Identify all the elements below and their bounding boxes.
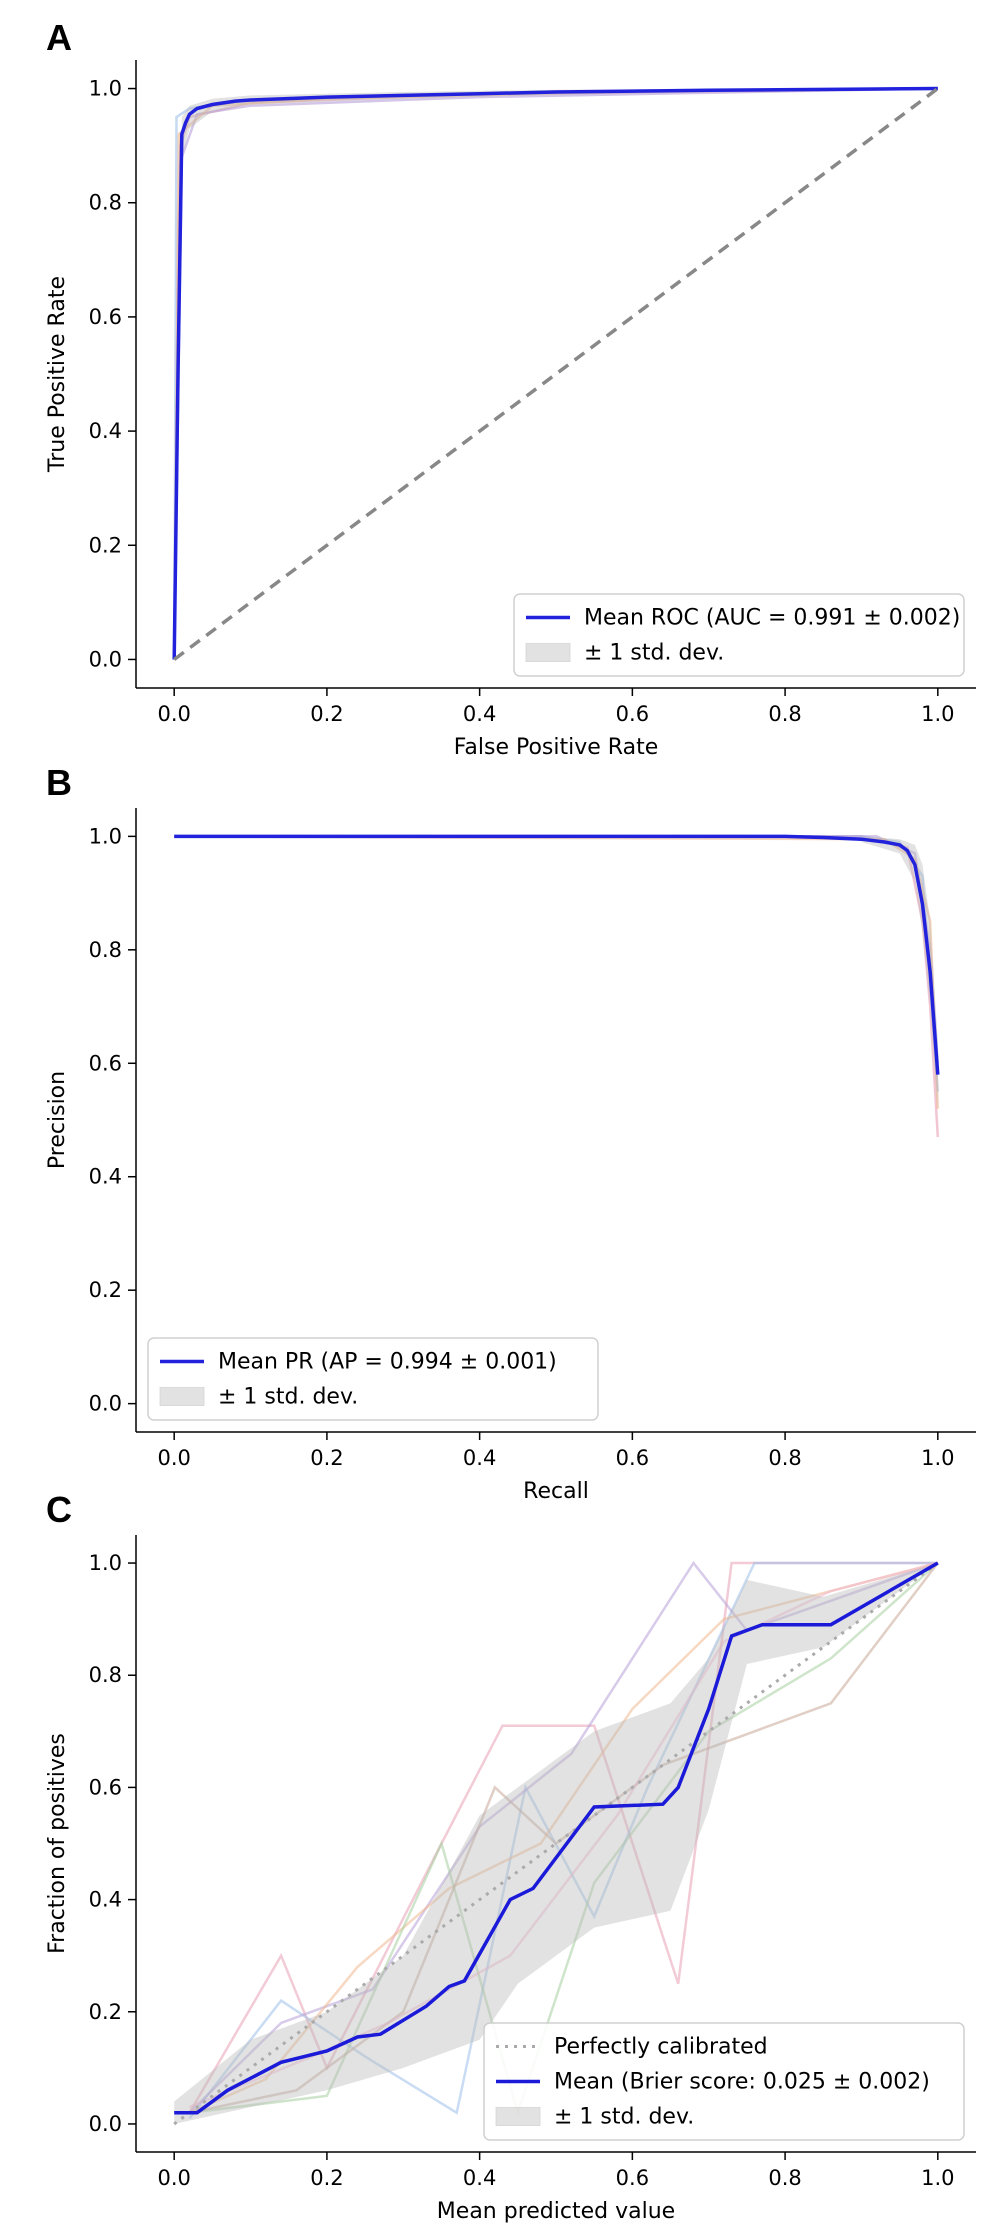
legend-label: Mean ROC (AUC = 0.991 ± 0.002) <box>584 606 960 631</box>
y-tick-label: 0.6 <box>89 305 122 329</box>
fold-calibration-curve <box>188 1560 939 2114</box>
fold-calibration-curve <box>188 1561 939 2114</box>
legend-box <box>483 2022 965 2141</box>
y-tick-label: 0.4 <box>89 419 122 443</box>
fold-calibration-curve <box>189 1562 939 2114</box>
panel-letter: C <box>46 1489 72 1530</box>
x-tick-label: 0.0 <box>157 1446 190 1470</box>
x-tick-label: 0.2 <box>310 702 343 726</box>
y-tick-label: 0.6 <box>89 1051 122 1075</box>
legend-box <box>147 1337 599 1421</box>
legend-label: Mean (Brier score: 0.025 ± 0.002) <box>554 2070 930 2095</box>
fold-calibration-curve <box>188 1561 938 2120</box>
y-tick-label: 1.0 <box>89 77 122 101</box>
fold-pr-curve <box>174 835 940 1092</box>
y-tick-label: 0.8 <box>89 938 122 962</box>
x-tick-label: 0.0 <box>157 2166 190 2190</box>
x-tick-label: 0.6 <box>616 702 649 726</box>
x-tick-label: 0.8 <box>768 702 801 726</box>
chart-panel-0: A 0.0 0.2 0.4 0.6 0.8 1.0 0.0 0.2 0.4 0.6 0.8 1.0 Fal… <box>45 17 976 760</box>
x-tick-label: 0.4 <box>463 702 496 726</box>
y-tick-label: 0.0 <box>89 647 122 671</box>
x-tick-label: 0.8 <box>768 1446 801 1470</box>
x-tick-label: 0.2 <box>310 2166 343 2190</box>
fold-traces <box>174 835 940 1138</box>
x-tick-label: 0.2 <box>310 1446 343 1470</box>
x-tick-label: 0.0 <box>157 702 190 726</box>
panel-letter: B <box>46 762 72 803</box>
legend-label: Perfectly calibrated <box>554 2035 768 2060</box>
legend-label: Mean PR (AP = 0.994 ± 0.001) <box>218 1350 557 1375</box>
y-tick-label: 0.4 <box>89 1888 122 1912</box>
x-tick-label: 1.0 <box>921 2166 954 2190</box>
legend-band-swatch <box>525 643 571 662</box>
legend-band-swatch <box>159 1387 205 1406</box>
y-tick-label: 0.0 <box>89 2112 122 2136</box>
y-tick-label: 0.2 <box>89 2000 122 2024</box>
y-tick-label: 0.0 <box>89 1392 122 1416</box>
fold-pr-curve <box>174 835 940 1064</box>
y-axis-label: True Positive Rate <box>45 276 70 473</box>
mean-curve <box>174 834 940 1075</box>
legend-label: ± 1 std. dev. <box>554 2105 694 2130</box>
mean-curve <box>172 86 938 660</box>
y-axis-label: Fraction of positives <box>45 1733 70 1954</box>
std-band <box>174 1563 938 2124</box>
chart-panel-1: B 0.0 0.2 0.4 0.6 0.8 1.0 0.0 0.2 0.4 0.6 0.8 1.0 Rec… <box>45 762 976 1504</box>
y-tick-label: 1.0 <box>89 1551 122 1575</box>
y-tick-label: 0.4 <box>89 1165 122 1189</box>
fold-calibration-curve <box>188 1561 938 2114</box>
legend: Mean PR (AP = 0.994 ± 0.001) ± 1 std. dev… <box>147 1337 599 1421</box>
legend-box <box>513 593 965 677</box>
legend-label: ± 1 std. dev. <box>584 641 724 666</box>
mean-curve <box>174 1561 939 2115</box>
x-tick-label: 0.6 <box>616 2166 649 2190</box>
x-tick-label: 0.4 <box>463 2166 496 2190</box>
chance-diagonal-line <box>173 87 939 661</box>
x-axis-label: False Positive Rate <box>454 735 658 760</box>
legend-band-swatch <box>495 2107 541 2126</box>
legend: Mean ROC (AUC = 0.991 ± 0.002) ± 1 std. d… <box>513 593 965 677</box>
fold-pr-curve <box>174 835 940 1138</box>
std-band <box>861 836 938 1109</box>
x-tick-label: 0.4 <box>463 1446 496 1470</box>
x-axis-label: Mean predicted value <box>437 2199 675 2224</box>
x-axis-label: Recall <box>523 1479 589 1504</box>
x-tick-label: 1.0 <box>921 1446 954 1470</box>
y-axis-label: Precision <box>45 1071 70 1169</box>
x-tick-label: 0.6 <box>616 1446 649 1470</box>
y-tick-label: 0.8 <box>89 191 122 215</box>
fold-pr-curve <box>174 835 940 1109</box>
y-tick-label: 0.6 <box>89 1775 122 1799</box>
y-tick-label: 0.2 <box>89 1278 122 1302</box>
y-tick-label: 1.0 <box>89 824 122 848</box>
chart-panel-2: C 0.0 0.2 0.4 0.6 0.8 1.0 0.0 0.2 0.4 0.6 0.8 1.0 Mea… <box>45 1489 976 2224</box>
panel-letter: A <box>46 17 72 58</box>
legend: Perfectly calibrated Mean (Brier score: 0… <box>483 2022 965 2141</box>
x-tick-label: 0.8 <box>768 2166 801 2190</box>
y-tick-label: 0.2 <box>89 533 122 557</box>
y-tick-label: 0.8 <box>89 1663 122 1687</box>
legend-label: ± 1 std. dev. <box>218 1385 358 1410</box>
x-tick-label: 1.0 <box>921 702 954 726</box>
